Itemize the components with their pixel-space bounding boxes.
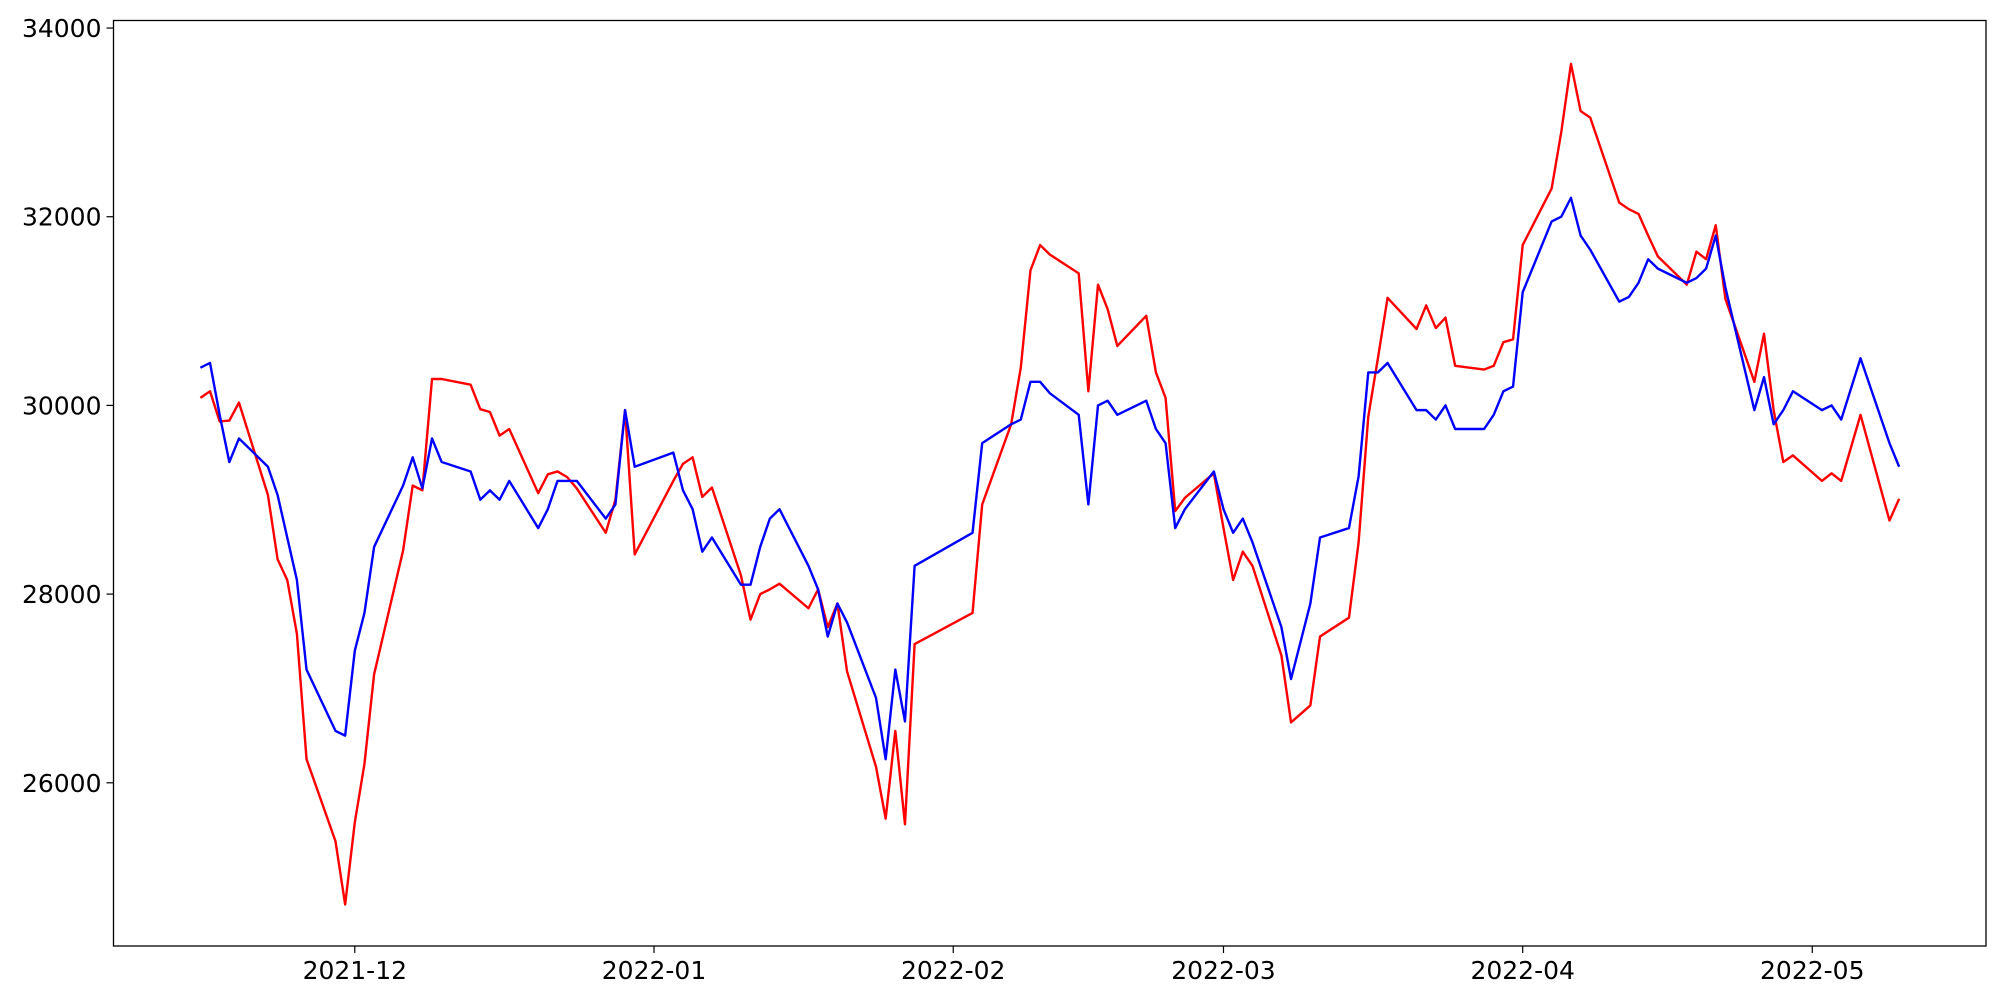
x-tick-label: 2022-02 bbox=[901, 956, 1005, 985]
series-line bbox=[199, 62, 1901, 906]
series-line bbox=[199, 196, 1901, 761]
x-tick-label: 2022-03 bbox=[1171, 956, 1275, 985]
y-tick-label: 26000 bbox=[22, 769, 102, 798]
x-tick-label: 2022-01 bbox=[602, 956, 706, 985]
x-tick-label: 2022-04 bbox=[1470, 956, 1574, 985]
y-tick-label: 28000 bbox=[22, 580, 102, 609]
x-tick-label: 2021-12 bbox=[303, 956, 407, 985]
y-tick-label: 34000 bbox=[22, 14, 102, 43]
axes-frame bbox=[112, 19, 1987, 947]
y-tick-label: 32000 bbox=[22, 203, 102, 232]
x-tick-label: 2022-05 bbox=[1760, 956, 1864, 985]
y-tick-label: 30000 bbox=[22, 391, 102, 420]
